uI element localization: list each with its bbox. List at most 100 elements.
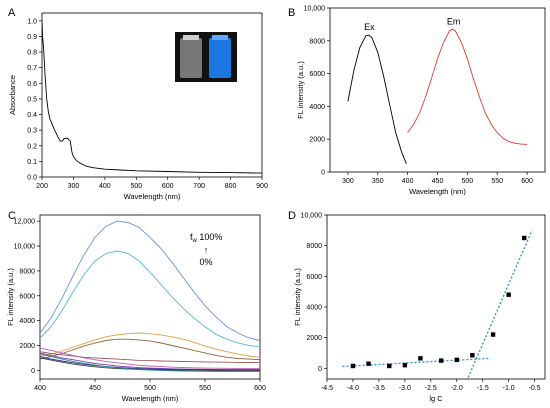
panel-d-y-tick-label: 10,000	[301, 213, 323, 220]
panel-d-fit-line-1	[342, 357, 491, 368]
panel-c-series-6-line	[40, 347, 260, 369]
panel-d-x-tick-label: -1.0	[503, 385, 515, 392]
panel-d-x-tick-label: -0.5	[529, 385, 541, 392]
panel-a-y-tick-label: 0.2	[27, 143, 37, 150]
panel-c-series-2-line	[40, 250, 260, 348]
panel-b-x-axis-label: Wavelength (nm)	[409, 187, 466, 196]
panel-c-y-tick-label: 4000	[19, 318, 35, 325]
panel-b-x-tick-label: 350	[372, 178, 384, 185]
panel-c-annotation-rest: 100%	[197, 232, 223, 242]
panel-b-y-axis-label: FL intensity (a.u.)	[296, 61, 305, 119]
panel-d-x-tick-label: -2.0	[451, 385, 463, 392]
panel-b-y-tick-label: 4000	[309, 104, 325, 111]
panel-c-frame	[39, 214, 261, 380]
panel-d-y-tick-label: 4000	[306, 304, 322, 311]
panel-b-legend-ex: Ex	[364, 22, 375, 32]
panel-c-annotation-arrow: ↑	[204, 245, 209, 255]
panel-b-frame	[329, 7, 546, 173]
panel-d-y-axis-label: FL intensity (a.u.)	[293, 268, 302, 326]
panel-d-fit-line-2	[467, 230, 533, 378]
panel-d-data-point	[506, 292, 511, 297]
panel-b-y-tick-label: 2000	[309, 137, 325, 144]
panel-a-x-tick-label: 800	[225, 183, 237, 190]
panel-c-x-tick-label: 600	[254, 385, 266, 392]
panel-c-series-1-line	[40, 220, 260, 341]
panel-d-data-point	[418, 356, 423, 361]
panel-a-frame	[41, 12, 263, 178]
panel-c-x-tick-label: 450	[89, 385, 101, 392]
panel-b-y-tick-label: 0	[321, 170, 325, 177]
panel-b-y-tick-label: 8000	[309, 38, 325, 45]
panel-b-legend-em: Em	[447, 16, 461, 26]
panel-d-y-tick-label: 8000	[306, 243, 322, 250]
panel-b-x-tick-label: 550	[491, 178, 503, 185]
panel-c-y-tick-label: 8000	[19, 268, 35, 275]
panel-a-x-tick-label: 300	[68, 183, 80, 190]
panel-b-series-2-line	[407, 28, 528, 145]
panel-c-series-10-line	[40, 353, 260, 372]
panel-d-x-tick-label: -4.5	[321, 385, 333, 392]
panel-a-x-tick-label: 400	[99, 183, 111, 190]
panel-d-data-point	[350, 363, 356, 369]
panel-d-x-tick-label: -2.5	[425, 385, 437, 392]
panel-a-y-tick-label: 0.6	[27, 81, 37, 88]
panel-b-y-tick-label: 10,000	[304, 6, 326, 13]
panel-d-x-tick-label: -1.5	[477, 385, 489, 392]
panel-c-annotation-0: 0%	[199, 257, 212, 267]
panel-c-x-tick-label: 400	[34, 385, 46, 392]
panel-a-letter: A	[8, 7, 16, 19]
panel-a-y-tick-label: 0.5	[27, 96, 37, 103]
panel-b-x-tick-label: 450	[432, 178, 444, 185]
panel-c-annotation-fw: fw 100%	[190, 232, 222, 244]
panel-d-x-tick-label: -3.5	[373, 385, 385, 392]
panel-d-data-point	[366, 361, 371, 366]
panel-c-annotation-f: f	[190, 232, 193, 242]
panel-d-data-point	[522, 235, 527, 241]
panel-b-x-tick-label: 600	[521, 178, 533, 185]
panel-d-letter: D	[288, 210, 296, 222]
panel-c-x-tick-label: 550	[199, 385, 211, 392]
panel-c-y-tick-label: 10,000	[14, 244, 36, 251]
panel-a-y-tick-label: 0.1	[27, 159, 37, 166]
panel-c-annotation-sub: w	[192, 238, 198, 244]
panel-a-y-axis-label: Absorbance	[8, 75, 17, 115]
vial-daylight-cap	[183, 35, 199, 40]
panel-a-y-tick-label: 0.9	[27, 34, 37, 41]
panel-c-series-8-line	[40, 356, 260, 371]
panel-c-y-tick-label: 0	[31, 368, 35, 375]
panel-d-y-tick-label: 0	[318, 366, 322, 373]
panel-d-y-tick-label: 2000	[306, 335, 322, 342]
panel-a-y-tick-label: 1.0	[27, 18, 37, 25]
panel-b-x-tick-label: 500	[462, 178, 474, 185]
panel-c-letter: C	[8, 210, 16, 222]
panel-b-x-tick-label: 300	[342, 178, 354, 185]
panel-d-data-point	[490, 332, 496, 337]
vial-uv-cap	[212, 35, 228, 40]
panel-b-x-tick-label: 400	[402, 178, 414, 185]
panel-a-y-tick-label: 0.8	[27, 50, 37, 57]
panel-b-letter: B	[288, 7, 295, 19]
panel-c-series-4-line	[40, 338, 260, 361]
panel-c-x-axis-label: Wavelength (nm)	[122, 394, 179, 403]
panel-c-y-tick-label: 12,000	[14, 219, 36, 226]
panel-b-y-tick-label: 6000	[309, 71, 325, 78]
panel-c-y-tick-label: 6000	[19, 293, 35, 300]
panel-c-y-tick-label: 2000	[19, 343, 35, 350]
panel-a-x-tick-label: 600	[162, 183, 174, 190]
panel-d-data-point	[387, 363, 392, 369]
vial-uv-icon	[209, 38, 231, 78]
panel-a-x-tick-label: 900	[256, 183, 268, 190]
panel-d-data-point	[454, 357, 459, 363]
panel-a-x-tick-label: 200	[36, 183, 48, 190]
panel-a-series-1-line	[42, 20, 262, 174]
panel-d-data-point	[470, 353, 475, 358]
panel-d-y-tick-label: 6000	[306, 274, 322, 281]
panel-d-data-point	[402, 363, 408, 368]
panel-d-frame	[326, 214, 546, 380]
panel-a-y-tick-label: 0.4	[27, 112, 37, 119]
panel-d-x-axis-label: lg C	[429, 394, 443, 403]
panel-d-x-tick-label: -4.0	[347, 385, 359, 392]
panel-c-x-tick-label: 500	[144, 385, 156, 392]
panel-a-y-tick-label: 0.0	[27, 175, 37, 182]
